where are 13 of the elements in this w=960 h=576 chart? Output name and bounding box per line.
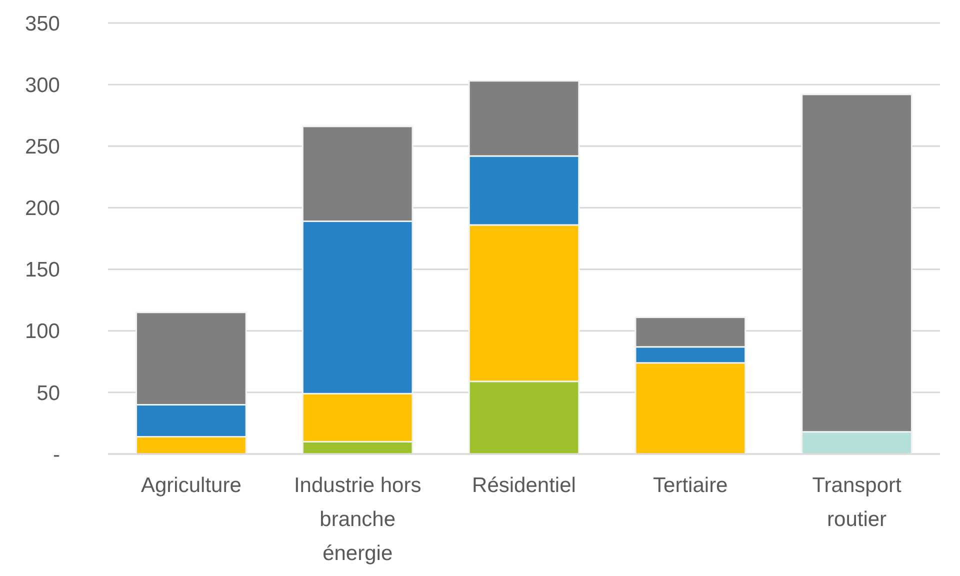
x-tick-label: Industrie hors branche énergie (294, 474, 422, 565)
y-tick-label: 150 (24, 258, 60, 282)
x-tick-label: Tertiaire (653, 474, 728, 497)
x-tick-label: Résidentiel (472, 474, 576, 497)
y-tick-label: 200 (24, 197, 60, 220)
y-tick-label: 300 (24, 74, 60, 97)
x-tick-label: Transport routier (812, 474, 902, 531)
y-tick-label: 250 (24, 135, 60, 158)
y-tick-label: 350 (24, 12, 60, 36)
x-tick-label: Agriculture (141, 474, 242, 497)
y-tick-label: 50 (36, 382, 60, 405)
y-tick-label: - (53, 443, 60, 466)
y-tick-label: 100 (24, 320, 60, 344)
